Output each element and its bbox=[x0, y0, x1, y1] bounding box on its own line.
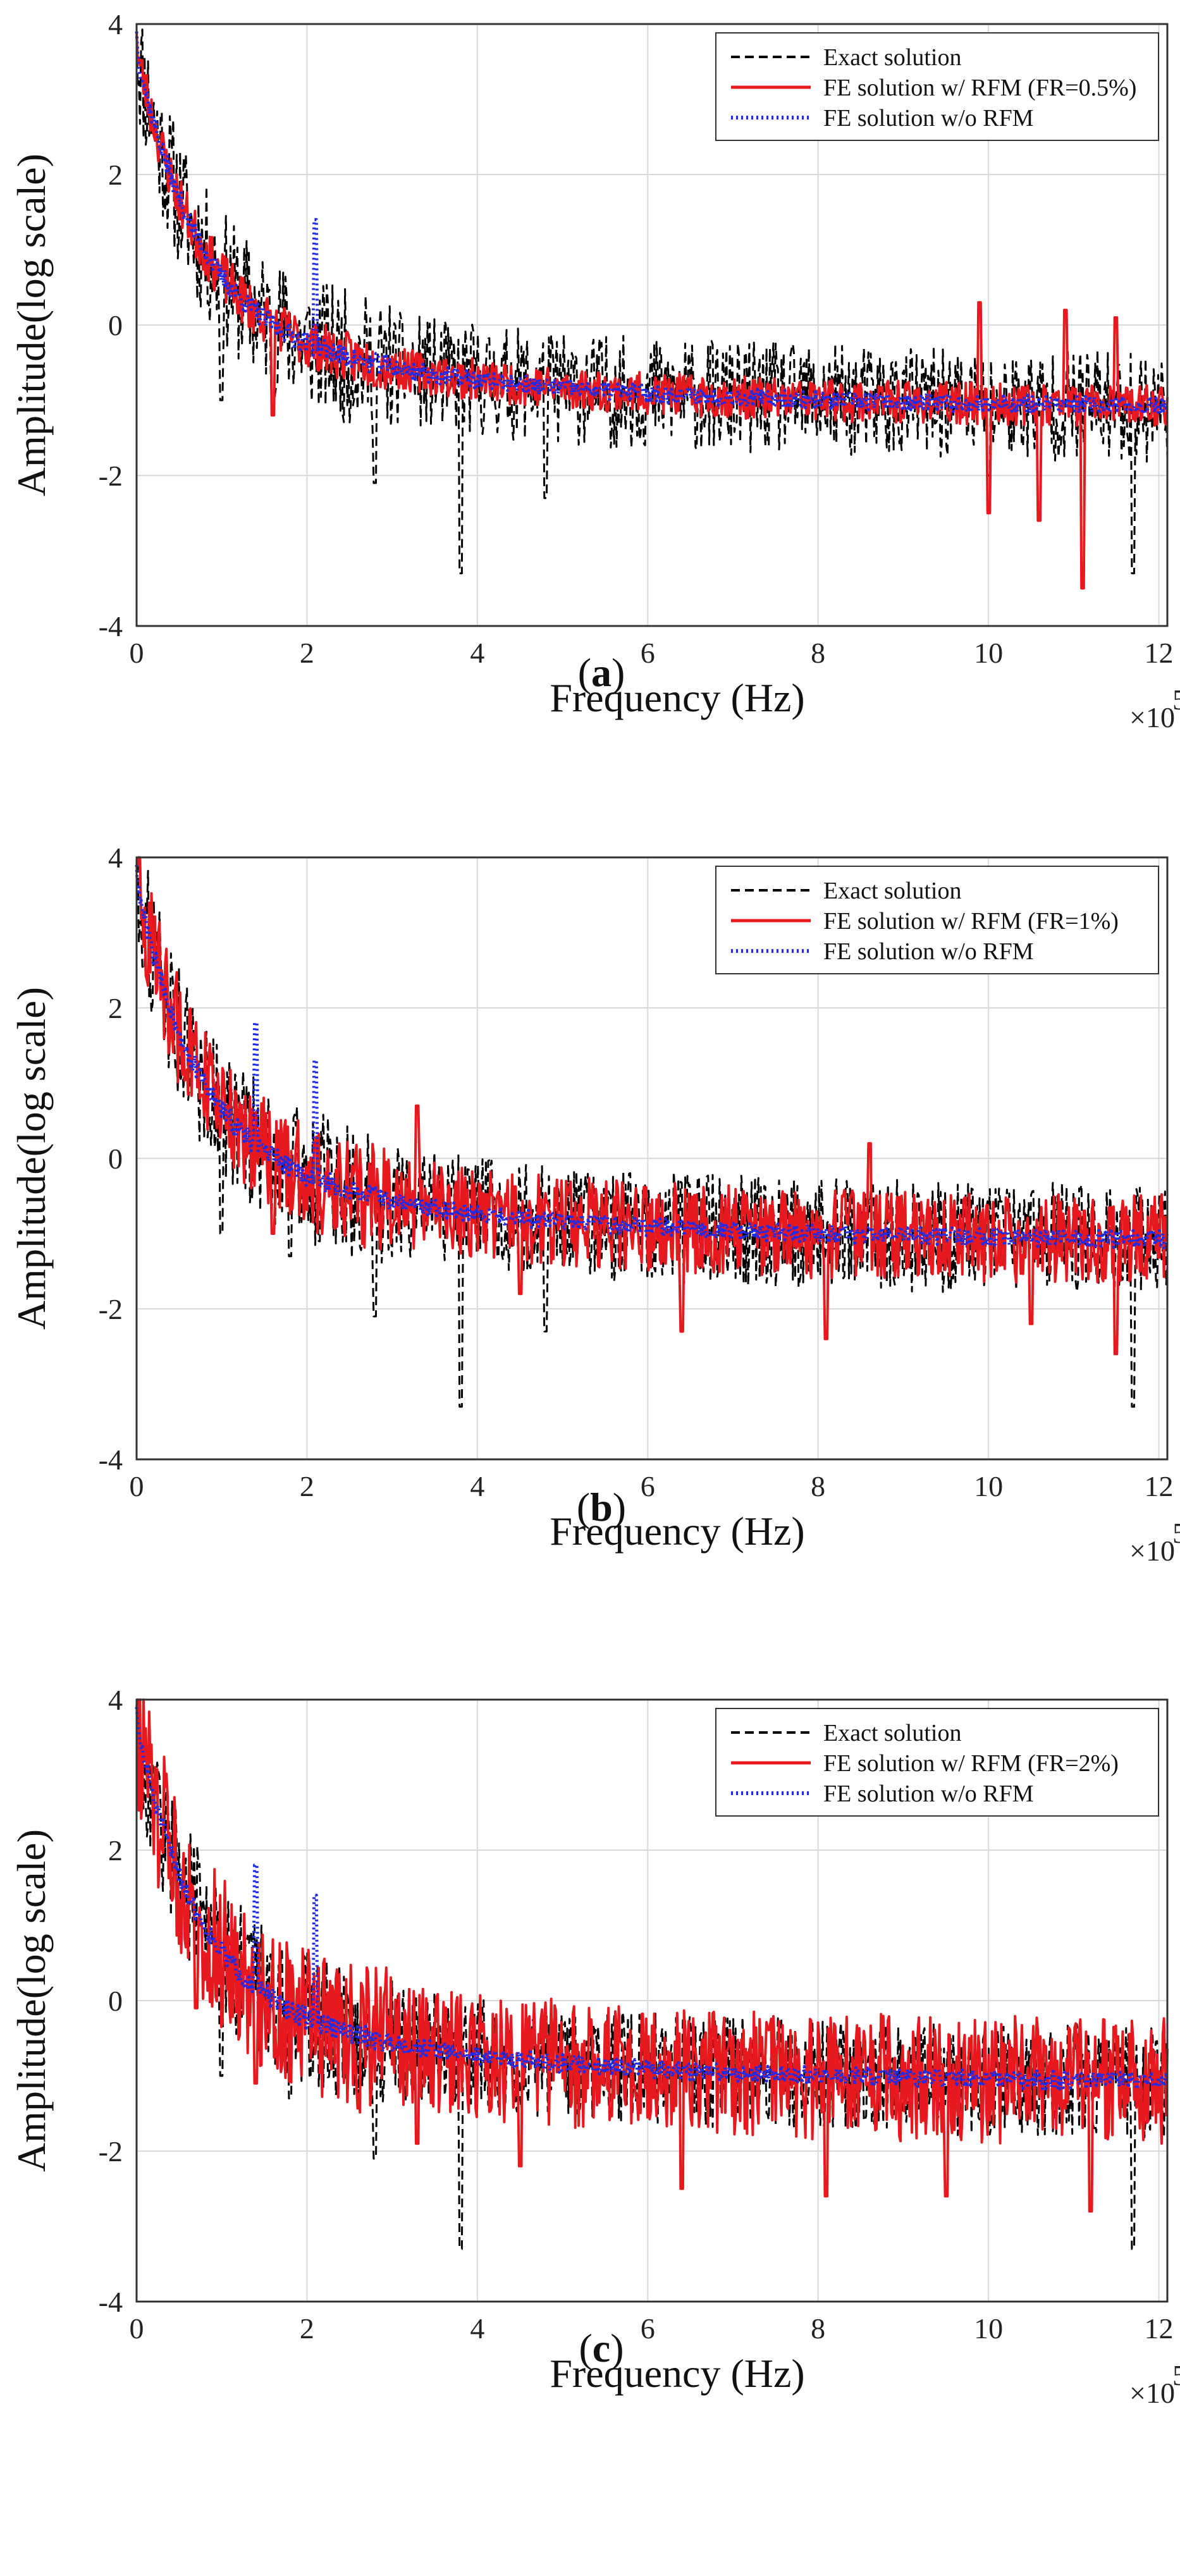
y-tick-label: -2 bbox=[99, 1293, 123, 1325]
y-tick-label: 4 bbox=[108, 842, 123, 874]
x-tick-label: 12 bbox=[1145, 637, 1174, 669]
y-tick-label: 2 bbox=[108, 1834, 123, 1867]
x-tick-label: 12 bbox=[1145, 1470, 1174, 1502]
x-axis-multiplier: ×10 bbox=[1129, 701, 1175, 733]
x-tick-label: 6 bbox=[641, 637, 655, 669]
x-tick-label: 2 bbox=[300, 637, 314, 669]
panel-caption: (b) bbox=[577, 1485, 626, 1530]
chart-panel-c: 0 2 4 6 8 10 12 -4 -2 0 2 4 Frequency (Hz) ×105 Amplit… bbox=[9, 1684, 1180, 2409]
y-tick-label: -4 bbox=[99, 1444, 123, 1476]
y-tick-label: 4 bbox=[108, 8, 123, 40]
x-tick-label: 4 bbox=[470, 637, 484, 669]
legend-entry-label: FE solution w/ RFM (FR=2%) bbox=[823, 1750, 1119, 1777]
y-tick-label: 0 bbox=[108, 1985, 123, 2017]
x-tick-label: 8 bbox=[811, 1470, 825, 1502]
x-tick-label: 4 bbox=[470, 2312, 484, 2345]
x-tick-label: 0 bbox=[130, 1470, 144, 1502]
x-tick-label: 4 bbox=[470, 1470, 484, 1502]
x-tick-label: 6 bbox=[641, 2312, 655, 2345]
y-tick-label: 2 bbox=[108, 159, 123, 191]
x-axis-multiplier: ×10 bbox=[1129, 1535, 1175, 1567]
legend: Exact solution FE solution w/ RFM (FR=1%)… bbox=[715, 866, 1159, 974]
y-axis-label: Amplitude(log scale) bbox=[9, 1829, 54, 2172]
x-axis-multiplier-exponent: 5 bbox=[1172, 2359, 1180, 2391]
y-tick-label: 0 bbox=[108, 309, 123, 341]
panel-caption: (a) bbox=[578, 650, 625, 695]
x-tick-label: 2 bbox=[300, 1470, 314, 1502]
legend: Exact solution FE solution w/ RFM (FR=2%)… bbox=[715, 1708, 1159, 1817]
y-tick-label: -2 bbox=[99, 2135, 123, 2168]
y-axis-label: Amplitude(log scale) bbox=[9, 987, 54, 1330]
x-tick-label: 10 bbox=[974, 637, 1003, 669]
series-line-rfm bbox=[135, 31, 1169, 590]
x-tick-label: 2 bbox=[300, 2312, 314, 2345]
y-tick-label: -2 bbox=[99, 460, 123, 492]
legend-entry-label: FE solution w/ RFM (FR=0.5%) bbox=[823, 75, 1136, 101]
series-line-rfm bbox=[136, 856, 1169, 1356]
axes-frame bbox=[135, 1698, 1169, 2303]
legend: Exact solution FE solution w/ RFM (FR=0.5… bbox=[715, 32, 1159, 141]
series-group bbox=[135, 1698, 1169, 2250]
series-line-exact bbox=[135, 28, 1169, 575]
y-tick-label: -4 bbox=[99, 610, 123, 642]
panel-caption: (c) bbox=[579, 2326, 624, 2371]
series-line-no-rfm bbox=[135, 31, 1169, 415]
legend-entry-label: Exact solution bbox=[823, 44, 961, 71]
x-axis-multiplier: ×10 bbox=[1129, 2377, 1175, 2409]
x-tick-label: 0 bbox=[130, 2312, 144, 2345]
y-tick-label: 4 bbox=[108, 1684, 123, 1716]
series-line-no-rfm bbox=[135, 1707, 1169, 2091]
series-line-no-rfm bbox=[135, 864, 1169, 1250]
axes-frame bbox=[135, 856, 1169, 1461]
x-tick-label: 12 bbox=[1145, 2312, 1174, 2345]
x-axis-label: Frequency (Hz) bbox=[550, 2351, 804, 2396]
x-axis-label: Frequency (Hz) bbox=[550, 1509, 804, 1554]
series-line-exact bbox=[135, 856, 1169, 1408]
legend-entry-label: FE solution w/o RFM bbox=[823, 105, 1034, 132]
x-axis-multiplier-exponent: 5 bbox=[1172, 1517, 1180, 1549]
x-axis-label: Frequency (Hz) bbox=[550, 675, 804, 720]
legend-entry-label: FE solution w/ RFM (FR=1%) bbox=[823, 908, 1119, 935]
x-tick-label: 10 bbox=[974, 1470, 1003, 1502]
axes-frame bbox=[135, 23, 1169, 627]
legend-entry-label: Exact solution bbox=[823, 878, 961, 904]
x-tick-label: 6 bbox=[641, 1470, 655, 1502]
x-tick-label: 8 bbox=[811, 637, 825, 669]
legend-entry-label: FE solution w/o RFM bbox=[823, 1781, 1034, 1807]
chart-panel-b: 0 2 4 6 8 10 12 -4 -2 0 2 4 Frequency (Hz) ×105 Amplit… bbox=[9, 842, 1180, 1567]
y-tick-label: 2 bbox=[108, 992, 123, 1024]
series-line-rfm bbox=[135, 1698, 1169, 2213]
y-tick-label: 0 bbox=[108, 1143, 123, 1175]
x-tick-label: 0 bbox=[130, 637, 144, 669]
chart-panel-a: 0 2 4 6 8 10 12 -4 -2 0 2 4 Frequency (Hz) ×105 Amplit… bbox=[9, 8, 1180, 733]
y-tick-label: -4 bbox=[99, 2286, 123, 2318]
x-tick-label: 8 bbox=[811, 2312, 825, 2345]
x-tick-label: 10 bbox=[974, 2312, 1003, 2345]
legend-entry-label: Exact solution bbox=[823, 1720, 961, 1746]
series-group bbox=[135, 28, 1169, 590]
series-group bbox=[135, 856, 1169, 1408]
y-axis-label: Amplitude(log scale) bbox=[9, 154, 54, 496]
x-axis-multiplier-exponent: 5 bbox=[1172, 684, 1180, 716]
legend-entry-label: FE solution w/o RFM bbox=[823, 938, 1034, 965]
